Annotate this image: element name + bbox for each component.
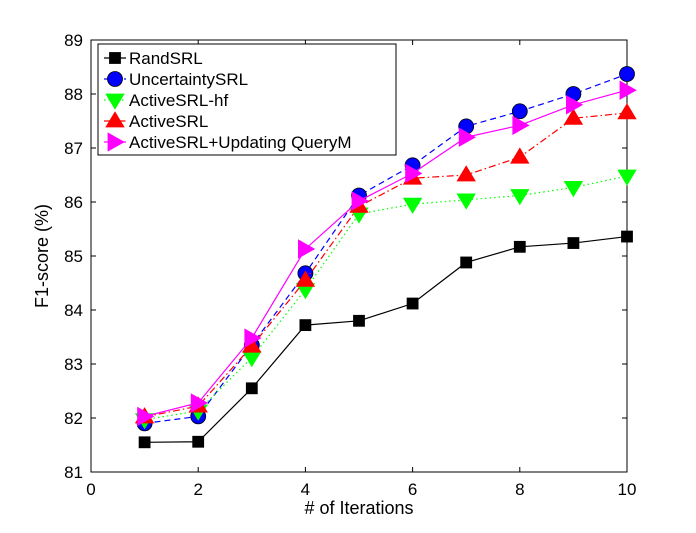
- data-point: [351, 191, 369, 211]
- data-point: [402, 197, 423, 214]
- data-point: [138, 436, 151, 449]
- y-tick-label: 88: [64, 85, 83, 104]
- data-point: [458, 127, 477, 147]
- series-0: [138, 230, 633, 449]
- x-tick-label: 10: [618, 480, 637, 499]
- data-point: [510, 147, 530, 164]
- data-point: [107, 71, 123, 87]
- y-tick-label: 83: [64, 355, 83, 374]
- data-point: [456, 193, 476, 210]
- series-layer: [134, 66, 637, 449]
- legend-label: RandSRL: [129, 49, 203, 68]
- data-point: [563, 181, 584, 198]
- data-point: [617, 169, 637, 186]
- data-point: [621, 230, 633, 243]
- axis-ticks: 0 2 4 6 8 10 81 82 83 84 85 86 87 88 89: [64, 31, 636, 499]
- data-point: [456, 165, 476, 182]
- y-tick-label: 85: [64, 247, 83, 266]
- data-point: [299, 319, 312, 332]
- data-point: [245, 382, 258, 395]
- y-tick-label: 89: [64, 31, 83, 50]
- x-tick-label: 8: [515, 480, 524, 499]
- legend-label: UncertaintySRL: [129, 70, 248, 89]
- series-line: [144, 89, 628, 417]
- series-4: [137, 80, 637, 427]
- legend: RandSRL UncertaintySRL ActiveSRL-hf ActiveS…: [97, 43, 397, 156]
- data-point: [244, 328, 262, 348]
- data-point: [190, 393, 209, 413]
- data-point: [406, 297, 419, 310]
- data-point: [460, 256, 473, 269]
- data-point: [510, 189, 530, 206]
- data-point: [513, 240, 526, 253]
- y-tick-label: 84: [64, 301, 83, 320]
- x-tick-label: 2: [193, 480, 202, 499]
- data-point: [512, 115, 530, 136]
- x-tick-label: 6: [408, 480, 417, 499]
- data-point: [566, 95, 584, 115]
- data-point: [619, 80, 637, 100]
- legend-box: [97, 43, 397, 156]
- data-point: [105, 93, 125, 110]
- data-point: [109, 52, 121, 64]
- data-point: [137, 406, 155, 427]
- x-tick-label: 4: [301, 480, 310, 499]
- data-point: [405, 163, 423, 184]
- data-point: [295, 270, 316, 287]
- data-point: [617, 103, 637, 120]
- data-point: [192, 435, 205, 448]
- y-axis-label: F1-score (%): [32, 204, 52, 308]
- y-tick-label: 86: [64, 193, 83, 212]
- legend-label: ActiveSRL+Updating QueryM: [129, 133, 352, 152]
- x-tick-label: 0: [86, 480, 95, 499]
- x-axis-label: # of Iterations: [304, 498, 413, 518]
- y-tick-label: 87: [64, 139, 83, 158]
- data-point: [107, 132, 125, 152]
- data-point: [567, 237, 580, 249]
- data-point: [619, 66, 635, 82]
- series-line: [144, 235, 628, 443]
- data-point: [563, 108, 584, 125]
- data-point: [105, 111, 125, 128]
- data-point: [297, 239, 316, 259]
- legend-label: ActiveSRL: [129, 112, 208, 131]
- y-tick-label: 82: [64, 409, 83, 428]
- data-point: [353, 314, 365, 327]
- legend-label: ActiveSRL-hf: [129, 91, 228, 110]
- y-tick-label: 81: [64, 463, 83, 482]
- data-point: [511, 103, 528, 120]
